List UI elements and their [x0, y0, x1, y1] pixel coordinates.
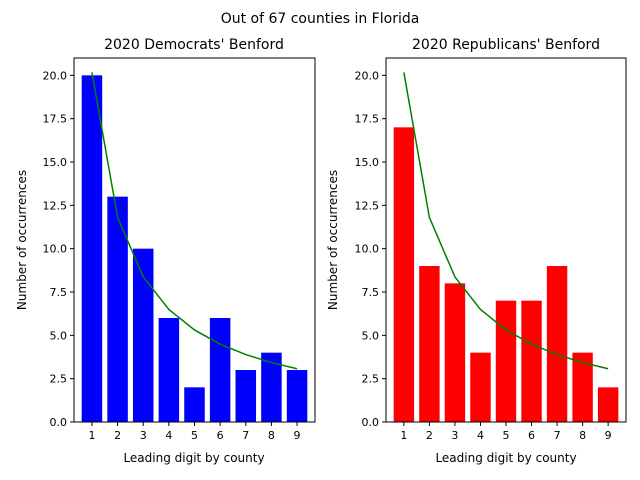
democrats-x-tick-label-5: 5	[191, 429, 198, 442]
republicans-y-tick-label-3: 7.5	[362, 286, 380, 299]
republicans-x-axis-label: Leading digit by county	[435, 451, 576, 465]
democrats-y-axis-label: Number of occurrences	[15, 170, 29, 310]
democrats-bar-9	[286, 370, 308, 422]
democrats-x-tick-label-2: 2	[114, 429, 121, 442]
democrats-x-tick-label-9: 9	[294, 429, 301, 442]
democrats-y-tick-label-7: 17.5	[43, 113, 68, 126]
democrats-chart-title: 2020 Democrats' Benford	[104, 37, 284, 53]
republicans-bars	[393, 127, 619, 422]
republicans-bar-6	[521, 300, 542, 422]
republicans-bar-4	[470, 352, 491, 422]
democrats-y-tick-label-8: 20.0	[43, 69, 68, 82]
republicans-y-tick-label-0: 0.0	[362, 416, 380, 429]
democrats-bars	[81, 75, 308, 422]
republicans-benford-expected-line	[403, 72, 609, 370]
republicans-x-tick-label-1: 1	[400, 429, 407, 442]
democrats-y-tick-label-1: 2.5	[50, 373, 68, 386]
republicans-y-tick-label-1: 2.5	[362, 373, 380, 386]
republicans-bar-5	[495, 300, 517, 422]
democrats-y-tick-label-5: 12.5	[43, 199, 68, 212]
figure-suptitle: Out of 67 counties in Florida	[221, 11, 420, 27]
democrats-y-ticks: 0.0 2.5 5.0 7.5 10.0 12.5 15.0 17.5 20.0	[43, 69, 74, 429]
republicans-y-tick-label-5: 12.5	[355, 199, 380, 212]
republicans-plot-frame	[385, 57, 627, 423]
democrats-x-tick-label-1: 1	[88, 429, 95, 442]
democrats-x-tick-label-7: 7	[242, 429, 249, 442]
democrats-bar-1	[81, 75, 103, 422]
republicans-bar-7	[546, 266, 568, 422]
republicans-x-ticks: 1 2 3 4 5 6 7 8 9	[400, 422, 612, 442]
democrats-bar-4	[158, 318, 180, 422]
democrats-x-tick-label-8: 8	[268, 429, 275, 442]
democrats-benford-expected-line	[91, 72, 298, 370]
republicans-y-axis-label: Number of occurrences	[326, 170, 340, 310]
republicans-bar-1	[393, 127, 415, 422]
republicans-bar-3	[444, 283, 466, 422]
democrats-bar-5	[184, 387, 205, 422]
republicans-x-tick-label-6: 6	[528, 429, 535, 442]
democrats-bar-6	[209, 318, 231, 422]
republicans-x-tick-label-4: 4	[477, 429, 484, 442]
democrats-y-tick-label-0: 0.0	[50, 416, 68, 429]
democrats-bar-2	[107, 196, 128, 422]
republicans-y-ticks: 0.0 2.5 5.0 7.5 10.0 12.5 15.0 17.5 20.0	[355, 69, 386, 429]
democrats-y-tick-label-6: 15.0	[43, 156, 68, 169]
democrats-y-tick-label-2: 5.0	[50, 329, 68, 342]
republicans-chart: 2020 Republicans' Benford Number of occu…	[326, 37, 627, 465]
democrats-x-tick-label-3: 3	[140, 429, 147, 442]
democrats-x-tick-label-6: 6	[217, 429, 224, 442]
democrats-bar-3	[132, 248, 154, 422]
democrats-chart: 2020 Democrats' Benford Number of occurr…	[15, 37, 316, 465]
democrats-x-tick-label-4: 4	[165, 429, 172, 442]
republicans-x-tick-label-5: 5	[503, 429, 510, 442]
republicans-x-tick-label-9: 9	[605, 429, 612, 442]
democrats-plot-frame	[73, 57, 316, 423]
republicans-y-tick-label-2: 5.0	[362, 329, 380, 342]
democrats-bar-7	[235, 370, 257, 422]
republicans-y-tick-label-7: 17.5	[355, 113, 380, 126]
republicans-chart-title: 2020 Republicans' Benford	[412, 37, 600, 53]
republicans-y-tick-label-8: 20.0	[355, 69, 380, 82]
republicans-y-tick-label-4: 10.0	[355, 243, 380, 256]
republicans-x-tick-label-7: 7	[554, 429, 561, 442]
democrats-y-tick-label-4: 10.0	[43, 243, 68, 256]
democrats-x-ticks: 1 2 3 4 5 6 7 8 9	[88, 422, 301, 442]
democrats-y-tick-label-3: 7.5	[50, 286, 68, 299]
republicans-x-tick-label-2: 2	[426, 429, 433, 442]
republicans-bar-9	[597, 387, 619, 422]
republicans-bar-2	[419, 266, 440, 422]
republicans-x-tick-label-3: 3	[451, 429, 458, 442]
republicans-bar-8	[572, 352, 593, 422]
republicans-y-tick-label-6: 15.0	[355, 156, 380, 169]
democrats-x-axis-label: Leading digit by county	[123, 451, 264, 465]
republicans-x-tick-label-8: 8	[579, 429, 586, 442]
democrats-bar-8	[261, 352, 282, 422]
